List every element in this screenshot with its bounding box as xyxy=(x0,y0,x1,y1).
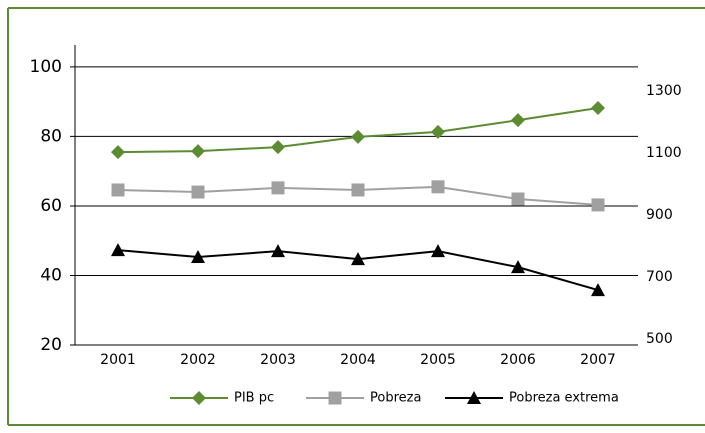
x-tick-label: 2002 xyxy=(180,352,216,368)
point xyxy=(191,144,205,159)
x-tick-label: 2007 xyxy=(580,352,616,368)
point xyxy=(351,183,365,197)
point xyxy=(431,180,445,194)
point xyxy=(591,283,605,297)
y2-tick-label: 500 xyxy=(646,331,673,347)
x-tick-label: 2006 xyxy=(500,352,536,368)
point xyxy=(431,244,445,258)
y-tick-label: 60 xyxy=(40,196,62,216)
x-tick-label: 2005 xyxy=(420,352,456,368)
point xyxy=(111,145,125,160)
point xyxy=(511,260,525,274)
y-tick-label: 20 xyxy=(40,335,62,355)
point xyxy=(271,140,285,155)
point xyxy=(271,181,285,195)
point xyxy=(111,243,125,257)
legend-marker xyxy=(467,391,481,404)
x-tick-label: 2004 xyxy=(340,352,376,368)
point xyxy=(191,185,205,199)
point xyxy=(431,124,445,139)
point xyxy=(591,101,605,116)
point xyxy=(111,183,125,197)
y2-tick-label: 1100 xyxy=(646,145,682,161)
legend-label: Pobreza xyxy=(370,391,421,406)
point xyxy=(511,192,525,206)
legend-label: PIB pc xyxy=(234,391,274,406)
legend-marker xyxy=(192,391,206,405)
point xyxy=(191,250,205,264)
point xyxy=(351,252,365,266)
y-tick-label: 100 xyxy=(30,57,62,77)
y2-tick-label: 1300 xyxy=(646,83,682,99)
y-tick-label: 40 xyxy=(40,265,62,285)
point xyxy=(591,198,605,212)
legend-label: Pobreza extrema xyxy=(509,391,619,406)
legend-marker xyxy=(328,391,342,405)
point xyxy=(271,244,285,258)
x-tick-label: 2003 xyxy=(260,352,296,368)
y-tick-label: 80 xyxy=(40,126,62,146)
y2-tick-label: 700 xyxy=(646,269,673,285)
x-tick-label: 2001 xyxy=(100,352,136,368)
point xyxy=(351,129,365,144)
point xyxy=(511,113,525,128)
y2-tick-label: 900 xyxy=(646,207,673,223)
